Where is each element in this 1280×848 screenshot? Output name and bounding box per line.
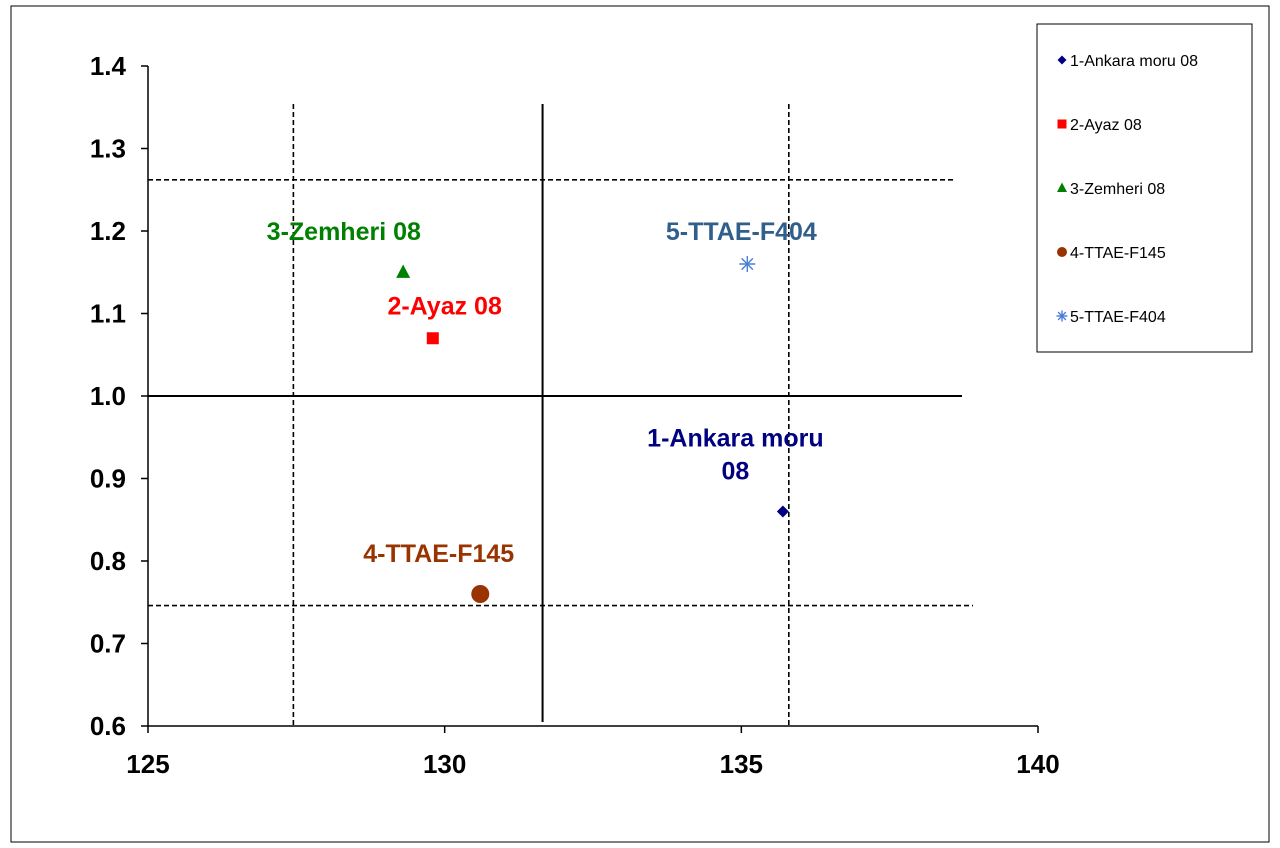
legend-box: [1036, 23, 1253, 353]
legend: 1-Ankara moru 08 2-Ayaz 08 3-Zemheri 08 4-T…: [1036, 23, 1253, 353]
legend-marker: [1057, 247, 1067, 257]
legend-label: 2-Ayaz 08: [1070, 117, 1142, 134]
point-annotations: 3-Zemheri 08 2-Ayaz 08 5-TTAE-F404 1-Ankara…: [267, 218, 824, 568]
annotation-line: 3-Zemheri 08: [267, 218, 421, 246]
axes: 0.6 0.7 0.8 0.9 1.0 1.1 1.2 1.3 1.4 125 130 135 140: [90, 51, 1060, 779]
annotation-label: 2-Ayaz 08: [387, 292, 502, 320]
annotation-label: 1-Ankara moru 08: [647, 424, 823, 485]
x-tick-label: 125: [126, 749, 169, 779]
annotation-line: 5-TTAE-F404: [666, 218, 817, 246]
annotation-line: 4-TTAE-F145: [363, 540, 514, 568]
data-point-series-3: [396, 264, 411, 278]
y-tick-label: 0.6: [90, 711, 126, 741]
x-tick-label: 140: [1016, 749, 1059, 779]
annotation-label: 3-Zemheri 08: [267, 218, 421, 246]
y-tick-label: 1.1: [90, 299, 126, 329]
legend-marker: [1057, 55, 1067, 65]
y-tick-label: 0.8: [90, 546, 126, 576]
annotation-line: 1-Ankara moru: [647, 424, 823, 452]
legend-marker: [1056, 310, 1068, 322]
annotation-label: 5-TTAE-F404: [666, 218, 817, 246]
y-tick-label: 1.2: [90, 216, 126, 246]
legend-marker: [1057, 182, 1067, 192]
legend-label: 3-Zemheri 08: [1070, 181, 1165, 198]
annotation-label: 4-TTAE-F145: [363, 540, 514, 568]
x-tick-label: 135: [720, 749, 763, 779]
data-points: [396, 256, 789, 603]
y-tick-label: 1.4: [90, 51, 127, 81]
data-point-series-5: [739, 256, 756, 272]
data-point-series-4: [471, 585, 490, 603]
annotation-line: 2-Ayaz 08: [387, 292, 502, 320]
y-tick-label: 1.3: [90, 134, 126, 164]
legend-label: 1-Ankara moru 08: [1070, 53, 1198, 70]
y-tick-label: 0.9: [90, 464, 126, 494]
x-tick-label: 130: [423, 749, 466, 779]
reference-lines: [148, 104, 973, 726]
legend-marker: [1057, 119, 1067, 129]
y-tick-label: 1.0: [90, 381, 126, 411]
data-point-series-2: [426, 332, 439, 345]
data-point-series-1: [776, 505, 789, 518]
legend-label: 5-TTAE-F404: [1070, 309, 1166, 326]
y-tick-label: 0.7: [90, 629, 126, 659]
legend-label: 4-TTAE-F145: [1070, 245, 1166, 262]
annotation-line: 08: [721, 457, 749, 485]
